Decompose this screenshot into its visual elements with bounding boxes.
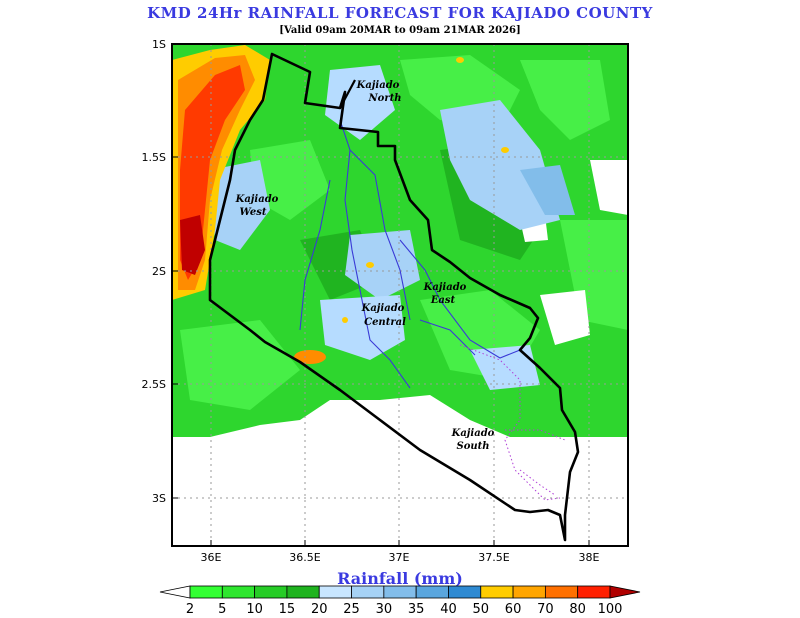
axis-ticks <box>172 43 590 546</box>
sub-county-boundary <box>339 79 356 109</box>
colorbar-tick-label: 50 <box>472 602 489 617</box>
rain-patch-blue <box>325 65 395 140</box>
colorbar-tick-label: 80 <box>569 602 586 617</box>
rain-gap <box>540 290 590 345</box>
rain-spot <box>366 262 374 268</box>
colorbar-tick-label: 100 <box>598 602 623 617</box>
rain-patch-blue <box>520 165 575 215</box>
lon-tick-label: 37.5E <box>478 551 509 564</box>
rain-spot <box>342 317 348 323</box>
region-label-north-1: Kajiado <box>356 80 400 91</box>
rain-patch-blue <box>320 295 405 360</box>
rain-gap <box>590 160 628 215</box>
lon-tick-label: 36E <box>201 551 222 564</box>
colorbar-swatch <box>189 585 223 599</box>
lat-tick-label: 3S <box>152 492 166 505</box>
colorbar-tick-label: 25 <box>343 602 360 617</box>
rain-patch-blue <box>210 160 270 250</box>
region-label-central-1: Kajiado <box>361 303 405 314</box>
colorbar-title: Rainfall (mm) <box>337 569 463 588</box>
colorbar-swatch <box>286 585 320 599</box>
lon-tick-label: 36.5E <box>289 551 320 564</box>
rain-spot <box>501 147 509 153</box>
lon-tick-label: 37E <box>389 551 410 564</box>
colorbar-swatch <box>448 585 482 599</box>
colorbar-tick-label: 60 <box>505 602 522 617</box>
colorbar-tick-label: 30 <box>376 602 393 617</box>
region-label-east-1: Kajiado <box>423 282 467 293</box>
region-label-south-2: South <box>456 441 489 452</box>
colorbar-tick-label: 2 <box>186 602 194 617</box>
colorbar-tick-label: 5 <box>218 602 226 617</box>
region-label-west-1: Kajiado <box>235 194 279 205</box>
rain-spot <box>456 57 464 63</box>
colorbar-tick-label: 40 <box>440 602 457 617</box>
colorbar-swatch <box>254 585 288 599</box>
region-label-south-1: Kajiado <box>451 428 495 439</box>
colorbar-end-high <box>609 585 641 599</box>
colorbar-end-low <box>159 585 191 599</box>
colorbar-tick-label: 15 <box>279 602 296 617</box>
lon-tick-label: 38E <box>579 551 600 564</box>
lat-tick-label: 2.5S <box>142 378 166 391</box>
lat-tick-label: 1S <box>152 38 166 51</box>
colorbar-swatch <box>221 585 256 599</box>
rain-spot <box>294 350 326 364</box>
colorbar-swatch <box>480 585 514 599</box>
map-subtitle: [Valid 09am 20MAR to 09am 21MAR 2026] <box>279 25 521 36</box>
colorbar-tick-label: 20 <box>311 602 328 617</box>
colorbar-swatch <box>383 585 417 599</box>
rain-patch-light-green <box>250 140 330 220</box>
rain-heavy-core <box>180 215 205 275</box>
colorbar-swatch <box>512 585 546 599</box>
rain-patch-blue <box>470 345 540 390</box>
lat-tick-label: 2S <box>152 265 166 278</box>
ward-boundaries <box>459 344 566 501</box>
region-label-east-2: East <box>430 295 456 306</box>
rain-patch-blue <box>345 230 420 300</box>
colorbar-swatch <box>351 585 385 599</box>
lat-tick-label: 1.5S <box>142 151 166 164</box>
colorbar-swatch <box>415 585 449 599</box>
region-label-west-2: West <box>239 207 266 218</box>
map-title: KMD 24Hr RAINFALL FORECAST FOR KAJIADO C… <box>147 4 653 22</box>
rain-patch-light-green <box>180 320 300 410</box>
rain-patch-blue <box>440 100 560 230</box>
rivers <box>299 119 521 389</box>
colorbar-tick-label: 35 <box>408 602 425 617</box>
map-frame <box>171 43 629 547</box>
region-label-north-2: North <box>368 93 402 104</box>
rain-patch-light-green <box>520 60 610 140</box>
colorbar <box>159 585 641 599</box>
colorbar-tick-labels: 2 5 10 15 20 25 30 35 40 50 60 70 80 100 <box>186 602 623 617</box>
colorbar-tick-label: 10 <box>246 602 263 617</box>
longitude-labels: 36E 36.5E 37E 37.5E 38E <box>201 551 600 564</box>
colorbar-swatch <box>544 585 579 599</box>
region-labels: Kajiado North Kajiado West Kajiado East … <box>235 80 495 452</box>
colorbar-tick-label: 70 <box>537 602 554 617</box>
colorbar-swatch <box>577 585 611 599</box>
region-label-central-2: Central <box>364 317 406 328</box>
colorbar-swatch <box>318 585 352 599</box>
latitude-labels: 1S 1.5S 2S 2.5S 3S <box>142 38 166 505</box>
county-boundary <box>208 52 580 542</box>
